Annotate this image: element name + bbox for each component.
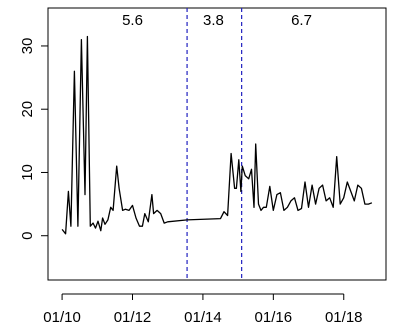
y-tick-label: 20	[19, 101, 36, 118]
y-tick-label: 0	[19, 232, 36, 240]
segment-annotation-2: 3.8	[203, 12, 224, 29]
x-tick-label: 01/10	[43, 309, 81, 326]
x-axis: 01/10 01/12 01/14 01/16 01/18	[43, 293, 363, 326]
segment-annotations: 5.6 3.8 6.7	[122, 12, 312, 29]
x-tick-label: 01/16	[255, 309, 293, 326]
vertical-markers	[186, 8, 243, 280]
y-axis: 0 10 20 30	[19, 38, 49, 240]
segment-annotation-3: 6.7	[291, 12, 312, 29]
plot-frame	[47, 7, 387, 281]
y-tick-label: 30	[19, 38, 36, 55]
x-tick-label: 01/18	[325, 309, 363, 326]
series-line	[61, 35, 373, 235]
x-tick-label: 01/14	[184, 309, 222, 326]
y-tick-label: 10	[19, 164, 36, 181]
segment-annotation-1: 5.6	[122, 12, 143, 29]
x-tick-label: 01/12	[114, 309, 152, 326]
